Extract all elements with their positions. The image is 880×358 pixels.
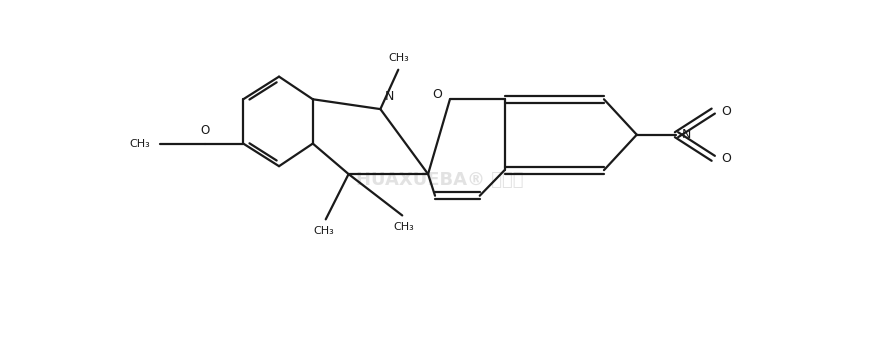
Text: N: N [385,90,393,103]
Text: O: O [432,88,442,101]
Text: O: O [201,124,210,137]
Text: HUAXUEBA® 化学吧: HUAXUEBA® 化学吧 [356,171,524,189]
Text: CH₃: CH₃ [394,222,414,232]
Text: CH₃: CH₃ [388,53,408,63]
Text: CH₃: CH₃ [313,226,334,236]
Text: O: O [722,105,731,117]
Text: CH₃: CH₃ [129,139,150,149]
Text: N: N [681,128,691,141]
Text: O: O [722,152,731,165]
